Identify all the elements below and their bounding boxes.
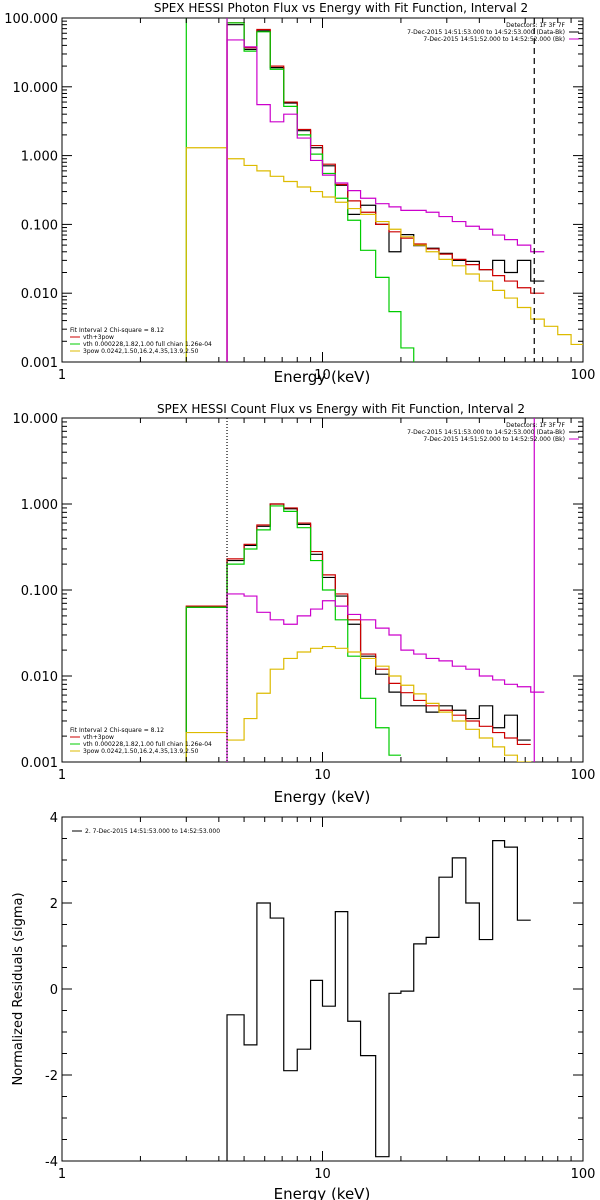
x-tick-label: 100 [571, 1167, 596, 1182]
series-line [185, 645, 532, 762]
y-axis-label: Normalized Residuals (sigma) [11, 892, 26, 1085]
y-tick-label: 0.001 [21, 356, 58, 371]
series-line [226, 840, 531, 1161]
legend-entry: 7-Dec-2015 14:51:52.000 to 14:52:52.000 … [423, 436, 565, 443]
y-tick-label: 0 [50, 983, 58, 998]
x-tick-label: 10 [314, 368, 331, 383]
chart-title: SPEX HESSI Photon Flux vs Energy with Fi… [154, 1, 528, 15]
x-axis-label: Energy (keV) [274, 1185, 371, 1200]
x-tick-label: 1 [58, 768, 66, 783]
legend-entry: 2. 7-Dec-2015 14:51:53.000 to 14:52:53.0… [85, 828, 220, 835]
x-tick-label: 10 [314, 768, 331, 783]
series-line [185, 505, 401, 762]
legend-entry: vth 0.000228,1.82,1.00 full chian 1.26e-… [83, 341, 212, 348]
chart-title: SPEX HESSI Count Flux vs Energy with Fit… [157, 402, 525, 416]
count-flux-panel: SPEX HESSI Count Flux vs Energy with Fit… [13, 402, 596, 806]
legend-entry: 7-Dec-2015 14:51:53.000 to 14:52:53.000 … [407, 429, 565, 436]
y-tick-label: 0.001 [21, 756, 58, 771]
x-tick-label: 10 [314, 1167, 331, 1182]
x-tick-label: 1 [58, 1167, 66, 1182]
y-tick-label: 4 [50, 811, 58, 826]
y-tick-label: 0.100 [21, 218, 58, 233]
y-tick-label: 0.010 [21, 670, 58, 685]
y-tick-label: 10.000 [13, 412, 59, 427]
x-tick-label: 100 [571, 368, 596, 383]
series-line [226, 39, 545, 362]
legend-entry: Fit Interval 2 Chi-square = 8.12 [70, 727, 164, 734]
y-tick-label: 0.100 [21, 584, 58, 599]
series-line [226, 593, 545, 762]
legend-entry: vth 0.000228,1.82,1.00 full chian 1.26e-… [83, 741, 212, 748]
legend-entry: 7-Dec-2015 14:51:52.000 to 14:52:52.000 … [423, 36, 565, 43]
series-line [226, 22, 545, 362]
y-tick-label: -4 [45, 1155, 58, 1170]
legend-entry: Detectors: 1F 3F 7F [506, 22, 565, 29]
x-axis-label: Energy (keV) [274, 368, 371, 386]
x-tick-label: 1 [58, 368, 66, 383]
legend-entry: 3pow 0.0242,1.50,16.2,4.35,13.9,2.50 [83, 748, 199, 755]
photon-flux-panel: SPEX HESSI Photon Flux vs Energy with Fi… [4, 1, 596, 386]
y-tick-label: 0.010 [21, 287, 58, 302]
legend-entry: vth+3pow [83, 334, 114, 341]
y-tick-label: 1.000 [21, 150, 58, 165]
x-tick-label: 100 [571, 768, 596, 783]
series-line [185, 147, 583, 362]
legend-entry: vth+3pow [83, 734, 114, 741]
y-tick-label: 2 [50, 897, 58, 912]
legend-entry: Fit Interval 2 Chi-square = 8.12 [70, 327, 164, 334]
series-line [185, 503, 531, 762]
residuals-panel: 1 10 100 4 2 0 -2 -4 2. 7-Dec-2015 14:51:53.000… [11, 811, 595, 1200]
legend-entry: 3pow 0.0242,1.50,16.2,4.35,13.9,2.50 [83, 348, 199, 355]
series-line [185, 18, 415, 362]
y-tick-label: 100.000 [4, 12, 58, 27]
x-axis-label: Energy (keV) [274, 788, 371, 806]
y-tick-label: 10.000 [13, 81, 59, 96]
plot-frame [61, 17, 584, 363]
y-tick-label: -2 [45, 1069, 58, 1084]
legend-entry: Detectors: 1F 3F 7F [506, 422, 565, 429]
legend-entry: 7-Dec-2015 14:51:53.000 to 14:52:53.000 … [407, 29, 565, 36]
y-tick-label: 1.000 [21, 498, 58, 513]
